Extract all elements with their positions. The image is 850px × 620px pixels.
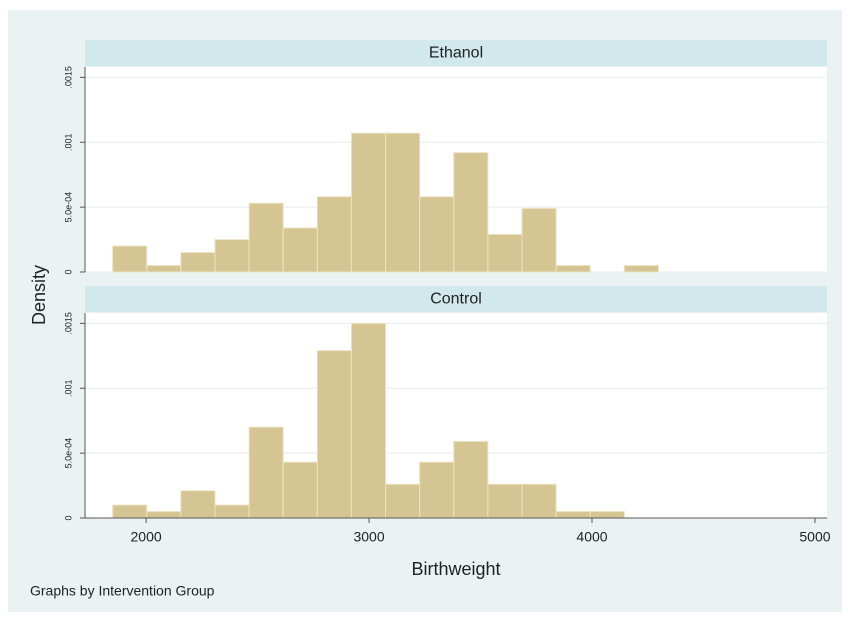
x-tick-label: 4000 xyxy=(576,529,607,545)
x-tick-label: 2000 xyxy=(131,529,162,545)
bar xyxy=(589,511,625,519)
bar xyxy=(180,252,216,273)
bar xyxy=(385,483,421,519)
bar xyxy=(112,504,148,519)
bar xyxy=(282,227,318,273)
bar xyxy=(146,511,182,519)
panel-title: Control xyxy=(430,291,482,308)
bar xyxy=(487,483,523,519)
bar xyxy=(214,504,250,519)
bar xyxy=(350,132,387,273)
bar xyxy=(316,196,352,273)
bar xyxy=(385,132,421,273)
bar xyxy=(419,461,455,519)
bar xyxy=(555,511,591,519)
bar xyxy=(453,152,489,273)
bar xyxy=(453,440,489,519)
strip xyxy=(85,40,827,66)
bar xyxy=(350,322,387,519)
y-tick-label: .001 xyxy=(63,379,73,397)
bar xyxy=(112,245,148,273)
y-tick-label: 0 xyxy=(63,269,73,274)
bar xyxy=(555,265,591,273)
y-tick-label: .0015 xyxy=(63,312,73,335)
note: Graphs by Intervention Group xyxy=(30,583,215,599)
bar xyxy=(214,239,250,273)
panel-title: Ethanol xyxy=(429,45,483,62)
bar xyxy=(180,490,216,519)
y-tick-label: .0015 xyxy=(63,66,73,89)
bar xyxy=(282,461,318,519)
bar xyxy=(146,265,182,273)
y-axis-label: Density xyxy=(29,265,49,325)
bar xyxy=(521,483,557,519)
bar xyxy=(316,350,352,519)
x-tick-label: 3000 xyxy=(353,529,384,545)
bar xyxy=(248,202,284,273)
bar xyxy=(419,196,455,273)
y-tick-label: 5.0e-04 xyxy=(63,438,73,469)
y-tick-label: 5.0e-04 xyxy=(63,192,73,223)
bar xyxy=(521,207,557,273)
y-tick-label: .001 xyxy=(63,133,73,151)
bar xyxy=(487,233,523,273)
bar xyxy=(248,426,284,519)
x-tick-label: 5000 xyxy=(799,529,830,545)
y-tick-label: 0 xyxy=(63,515,73,520)
strip xyxy=(85,286,827,312)
bar xyxy=(623,265,659,273)
x-axis-label: Birthweight xyxy=(411,559,500,579)
